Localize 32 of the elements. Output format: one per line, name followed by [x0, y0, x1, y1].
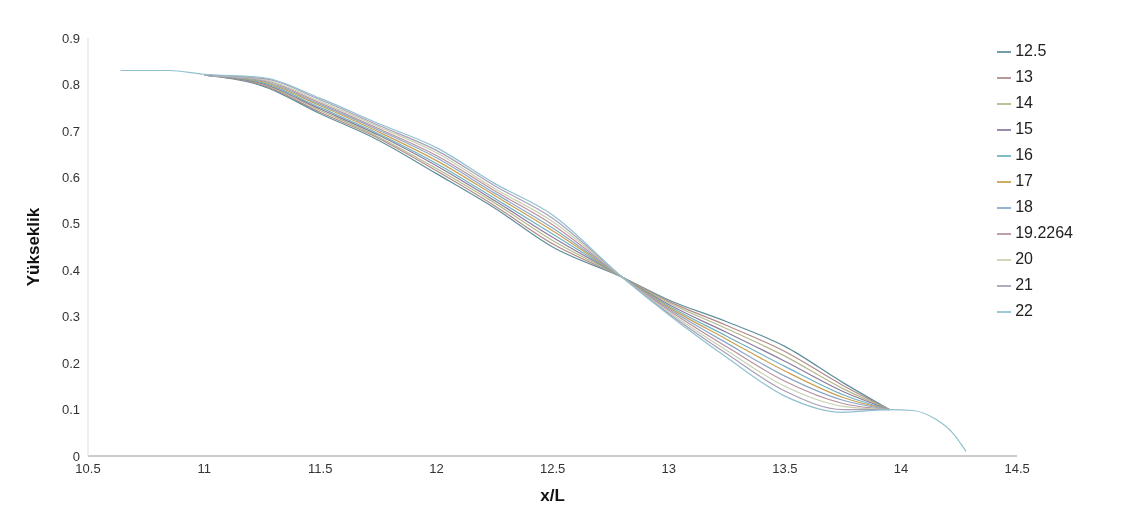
legend-label: 20: [1015, 250, 1033, 267]
x-axis-title: x/L: [540, 486, 565, 505]
y-tick-label: 0: [72, 448, 80, 464]
x-tick-label: 11.5: [308, 461, 333, 477]
x-tick-label: 14: [893, 461, 909, 477]
x-tick-label: 14.5: [1004, 461, 1030, 477]
x-tick-label: 12.5: [539, 461, 566, 477]
y-tick-label: 0.4: [61, 262, 80, 278]
x-tick-label: 12: [429, 461, 444, 477]
y-tick-label: 0.6: [61, 169, 80, 185]
y-tick-label: 0.2: [61, 355, 80, 371]
x-tick-label: 13.5: [772, 461, 798, 477]
legend-label: 12.5: [1015, 42, 1047, 59]
y-tick-label: 0.7: [61, 123, 80, 139]
legend-label: 16: [1015, 146, 1033, 163]
legend-label: 15: [1015, 120, 1033, 137]
y-tick-label: 0.5: [61, 216, 80, 232]
legend-label: 18: [1015, 198, 1033, 215]
legend-label: 21: [1015, 276, 1033, 293]
y-tick-label: 0.3: [61, 309, 80, 325]
x-tick-label: 11: [197, 461, 211, 477]
y-tick-label: 0.8: [61, 77, 80, 93]
y-axis-title: Yükseklik: [24, 207, 44, 287]
legend-label: 17: [1015, 172, 1033, 189]
y-tick-label: 0.9: [61, 30, 80, 46]
x-tick-label: 10.5: [75, 461, 101, 477]
y-tick-label: 0.1: [61, 402, 80, 418]
legend-label: 19.2264: [1015, 224, 1073, 241]
legend-label: 13: [1015, 68, 1033, 85]
x-tick-label: 13: [661, 461, 676, 477]
legend-label: 22: [1015, 302, 1033, 319]
legend-label: 14: [1015, 94, 1033, 111]
